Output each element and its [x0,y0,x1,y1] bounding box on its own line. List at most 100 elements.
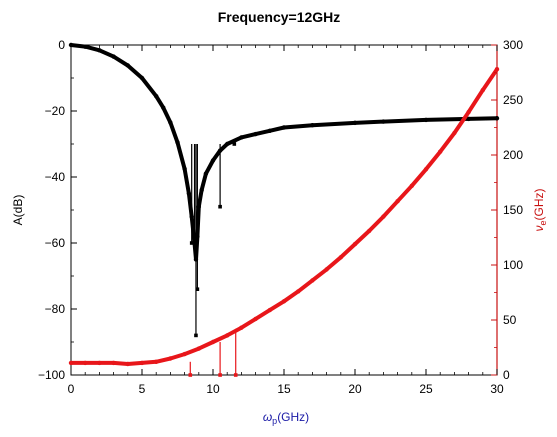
series-2-point [466,109,471,115]
plot-border [70,44,498,376]
series-2-point [97,360,102,366]
y-axis-right-label-rest: (GHz) [532,188,546,220]
y-left-tick-label: −20 [45,104,66,118]
series-0-point [381,119,386,124]
series-2-point [210,339,216,345]
series-1-spike-point [192,237,197,242]
series-0-point [423,117,429,123]
series-0-point [210,158,216,163]
x-tick-label: 5 [139,382,146,396]
series-2-point [154,359,159,364]
series-2-point [139,360,145,366]
series-0-point [199,188,204,193]
x-axis-label-rest: (GHz) [277,410,309,424]
x-axis-label-main: ω [263,410,272,424]
series-2-point [168,356,173,361]
x-tick-label: 0 [68,382,75,396]
series-2-point [310,278,315,283]
series-2-point [367,228,372,234]
y-left-tick-label: −60 [45,236,66,250]
series-3-spike-point [233,373,238,377]
series-2-point [324,267,329,272]
y-axis-right-label-main: ν [532,226,546,232]
series-0-point [239,135,244,140]
y-right-tick-label: 150 [503,203,523,217]
series-1-spike-point [218,204,222,209]
x-tick-label: 30 [490,382,504,396]
y-right-tick-label: 250 [503,93,523,107]
x-axis-label-sub: p [272,416,277,426]
series-0-point [182,166,187,171]
series-2-point [281,299,287,304]
series-2-point [267,307,272,313]
y-axis-right-label: νe(GHz) [532,188,548,231]
series-0-point [267,128,272,133]
series-1-spike-point [195,287,200,291]
y-right-tick-label: 300 [503,38,523,52]
y-left-tick-label: −100 [38,368,65,382]
series-2-point [452,130,457,136]
y-right-tick-label: 50 [503,313,517,327]
series-layer [68,42,500,377]
y-left-tick-label: 0 [58,38,65,52]
series-0-point [281,125,287,130]
series-2-point [423,167,429,172]
series-2-point [83,360,88,366]
series-2-point [296,289,301,294]
series-1-spike-point [232,142,237,146]
series-2-point [438,149,443,154]
series-2-point [225,333,230,338]
series-3-spike-point [188,373,193,377]
series-0-point [97,48,102,53]
series-2-point [381,214,386,219]
series-2-point [111,360,116,366]
series-2-point [395,199,400,204]
series-2-point [409,183,414,188]
series-0-point [154,93,159,99]
series-2-point [338,255,343,260]
series-0-point [168,120,173,125]
series-2-point [494,67,500,72]
y-left-tick-label: −40 [45,170,66,184]
plot-frame [70,44,498,376]
series-0-point [111,54,116,59]
series-0-point [161,105,166,110]
series-2-point [352,241,358,247]
y-axis-left-label: A(dB) [11,195,25,226]
series-2-line [71,68,499,366]
series-0-line [70,43,498,262]
series-2-point [253,316,258,322]
series-1-spike-point [194,333,198,338]
series-0-point [466,116,471,122]
series-3-spike-point [218,373,222,377]
series-0-point [310,122,315,128]
x-tick-label: 15 [277,382,291,396]
series-2-point [239,325,244,330]
series-0-point [175,140,180,145]
series-2-point [480,87,485,93]
chart-title: Frequency=12GHz [218,9,341,25]
x-tick-label: 10 [206,382,220,396]
series-0-point [253,131,258,137]
y-left-tick-label: −80 [45,302,66,316]
series-2-point [196,346,201,351]
x-tick-label: 25 [419,382,433,396]
y-axis-right-label-sub: e [538,220,548,225]
y-right-tick-label: 0 [503,368,510,382]
series-2-point [68,360,74,366]
x-tick-label: 20 [348,382,362,396]
series-0-point [203,171,209,176]
series-0-point [186,191,192,196]
y-right-tick-label: 100 [503,258,523,272]
series-2-point [182,351,187,357]
series-0-point [494,116,500,121]
x-axis-label: ωp(GHz) [263,410,309,426]
series-1-spike-point [189,241,194,245]
series-0-point [225,141,230,147]
series-0-point [139,75,145,81]
ticks-layer: 0 5 10 15 20 25 300−20−40−60−80−100 05010015020… [38,38,523,396]
series-2-point [125,361,130,367]
series-0-point [125,63,130,68]
y-right-tick-label: 200 [503,148,523,162]
